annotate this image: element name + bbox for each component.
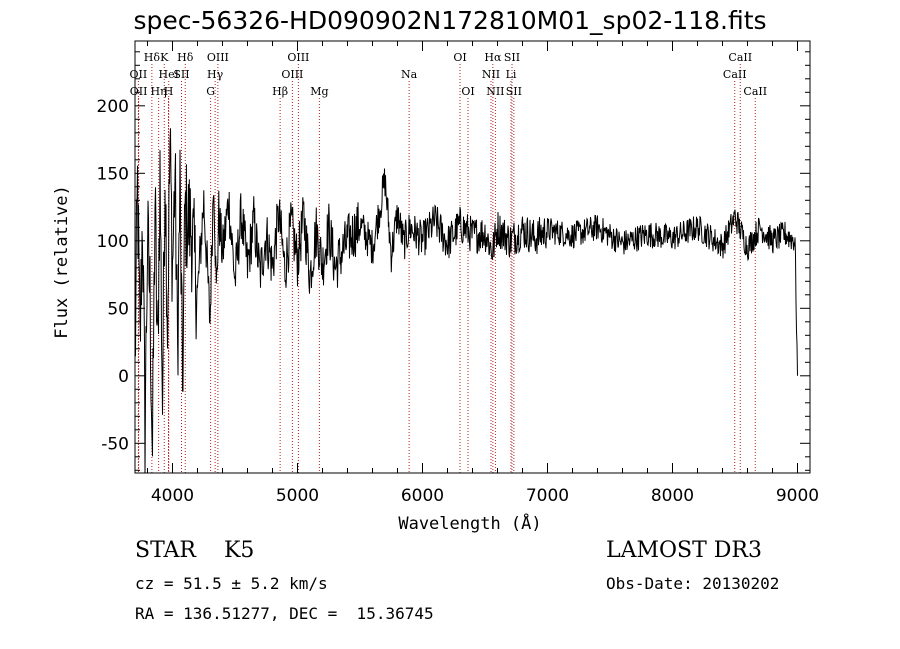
y-axis-label: Flux (relative) [52,185,72,339]
y-tick-label: 0 [118,367,129,387]
series-group [135,128,798,473]
line-markers [137,64,756,473]
x-tick-label: 5000 [276,486,319,506]
y-axis: -50 0 50 100 150 200 [97,51,810,471]
x-tick-label: 7000 [526,486,569,506]
spectral-line-label: OI [461,85,474,98]
spectral-line-label: SII [173,68,189,81]
spectral-line-label: Hγ [207,68,224,81]
spectral-line-label: Hδ [144,51,161,64]
survey-text: LAMOST DR3 [606,538,762,563]
x-axis-label: Wavelength (Å) [398,512,541,534]
spectral-line-label: OII [130,68,148,81]
spectral-line-label: OI [453,51,466,64]
obs-date-text: Obs-Date: 20130202 [606,574,780,593]
spectral-line-label: Hβ [272,85,288,98]
redshift-text: cz = 51.5 ± 5.2 km/s [135,574,328,593]
spectral-line-label: CaII [743,85,767,98]
spectral-line-label: NII [486,85,504,98]
x-axis: 4000 5000 6000 7000 8000 9000 [147,41,819,506]
spectral-line-label: HeI [159,68,179,81]
spectral-line-label: OIII [207,51,229,64]
spectral-line-label: NII [482,68,500,81]
classification-text: STAR K5 [135,538,255,563]
coordinates-text: RA = 136.51277, DEC = 15.36745 [135,604,434,623]
spectral-line-label: SII [506,85,522,98]
y-tick-label: 100 [97,232,129,252]
spectral-line-label: Hα [484,51,502,64]
line-marker-labels: Hδ OII OII Hη K HeI H SII Hδ OIII Hγ G Hβ OIII OIII Mg N… [130,51,768,98]
x-tick-label: 4000 [151,486,194,506]
spectral-line-label: Hη [151,85,167,98]
spectral-line-label: Hδ [177,51,194,64]
spectral-line-label: K [160,51,169,64]
y-tick-label: 50 [107,299,129,319]
spectral-line-label: Li [506,68,517,81]
series-line-flux [135,128,798,473]
spectral-line-label: Mg [310,85,328,98]
spectral-line-label: G [206,85,215,98]
spectral-line-label: SII [504,51,520,64]
x-tick-label: 6000 [401,486,444,506]
spectral-line-label: OIII [287,51,309,64]
y-tick-label: 150 [97,164,129,184]
chart-title: spec-56326-HD090902N172810M01_sp02-118.f… [133,6,767,35]
y-tick-label: 200 [97,97,129,117]
x-tick-label: 9000 [776,486,819,506]
spectral-line-label: OIII [281,68,303,81]
spectral-line-label: H [164,85,174,98]
spectral-line-label: Na [401,68,418,81]
y-tick-label: -50 [101,434,129,454]
spectral-line-label: CaII [723,68,747,81]
x-tick-label: 8000 [651,486,694,506]
spectral-line-label: CaII [728,51,752,64]
spectral-line-label: OII [130,85,148,98]
